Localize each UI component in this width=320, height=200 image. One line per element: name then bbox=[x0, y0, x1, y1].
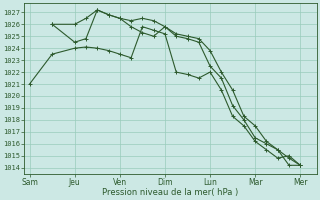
X-axis label: Pression niveau de la mer( hPa ): Pression niveau de la mer( hPa ) bbox=[102, 188, 239, 197]
